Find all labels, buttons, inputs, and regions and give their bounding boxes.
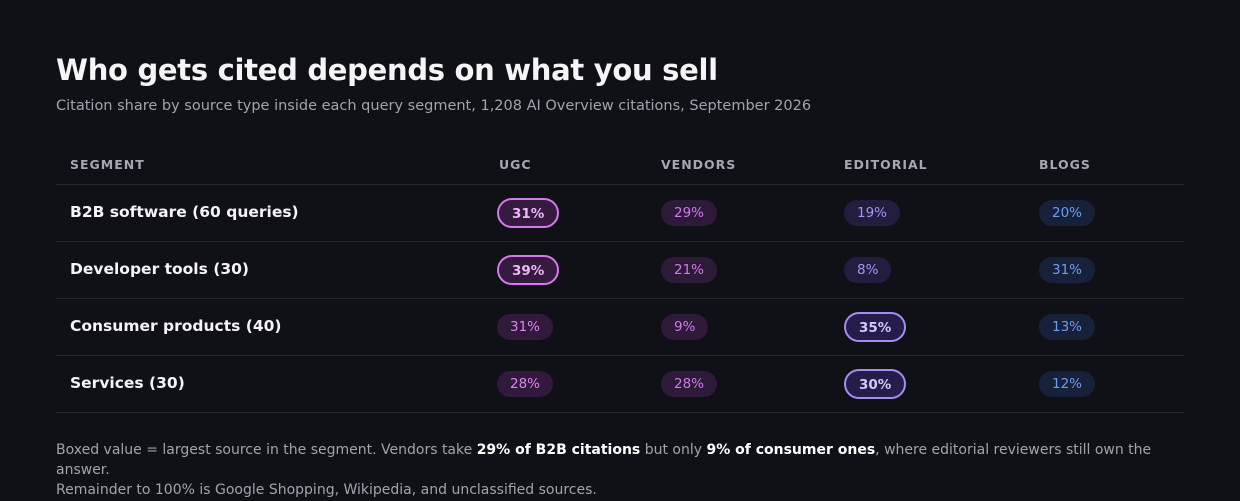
table-row: Services (30) 28% 28% 30% 12% — [56, 356, 1184, 413]
footnote-highlight-consumer: 9% of consumer ones — [706, 442, 876, 458]
ugc-share-pill-boxed: 39% — [497, 255, 560, 285]
footnote-text-1: Boxed value = largest source in the segm… — [56, 442, 477, 458]
table-header-row: SEGMENT UGC VENDORS EDITORIAL BLOGS — [56, 146, 1184, 185]
blogs-share-pill: 12% — [1039, 371, 1096, 397]
citation-share-table: SEGMENT UGC VENDORS EDITORIAL BLOGS B2B … — [56, 146, 1184, 413]
footnote-text-3: , where editorial reviewers still own th… — [56, 442, 1152, 478]
column-header-segment: SEGMENT — [70, 157, 145, 172]
editorial-share-pill-boxed: 35% — [844, 312, 907, 342]
page-title: Who gets cited depends on what you sell — [56, 53, 718, 87]
vendors-share-pill: 28% — [661, 371, 718, 397]
ugc-share-pill-boxed: 31% — [497, 198, 560, 228]
blogs-share-pill: 13% — [1039, 314, 1096, 340]
editorial-share-pill-boxed: 30% — [844, 369, 907, 399]
ugc-share-pill: 31% — [497, 314, 554, 340]
segment-label: B2B software (60 queries) — [70, 203, 299, 221]
vendors-share-pill: 21% — [661, 257, 718, 283]
table-body: B2B software (60 queries) 31% 29% 19% 20% Dev… — [56, 185, 1184, 413]
blogs-share-pill: 31% — [1039, 257, 1096, 283]
vendors-share-pill: 29% — [661, 200, 718, 226]
footnote: Boxed value = largest source in the segm… — [56, 440, 1184, 500]
column-header-ugc: UGC — [499, 157, 532, 172]
segment-label: Services (30) — [70, 374, 185, 392]
table-row: B2B software (60 queries) 31% 29% 19% 20% — [56, 185, 1184, 242]
blogs-share-pill: 20% — [1039, 200, 1096, 226]
segment-label: Consumer products (40) — [70, 317, 282, 335]
footnote-highlight-b2b: 29% of B2B citations — [476, 442, 641, 458]
segment-label: Developer tools (30) — [70, 260, 249, 278]
column-header-vendors: VENDORS — [661, 157, 737, 172]
ugc-share-pill: 28% — [497, 371, 554, 397]
table-row: Consumer products (40) 31% 9% 35% 13% — [56, 299, 1184, 356]
column-header-blogs: BLOGS — [1039, 157, 1091, 172]
table-row: Developer tools (30) 39% 21% 8% 31% — [56, 242, 1184, 299]
vendors-share-pill: 9% — [661, 314, 709, 340]
column-header-editorial: EDITORIAL — [844, 157, 928, 172]
footnote-line-1: Boxed value = largest source in the segm… — [56, 440, 1184, 480]
editorial-share-pill: 8% — [844, 257, 892, 283]
footnote-line-2: Remainder to 100% is Google Shopping, Wi… — [56, 482, 597, 498]
page-subtitle: Citation share by source type inside eac… — [56, 98, 812, 114]
editorial-share-pill: 19% — [844, 200, 901, 226]
footnote-text-2: but only — [640, 442, 707, 458]
